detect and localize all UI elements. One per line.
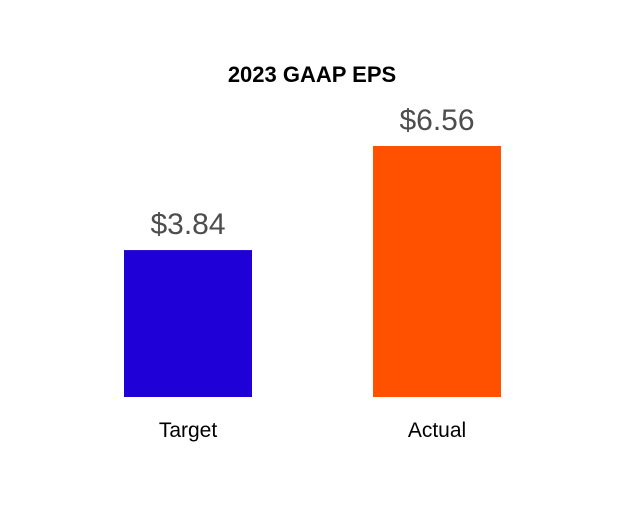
category-label-target: Target: [159, 419, 218, 442]
bar-target: [124, 250, 252, 397]
value-labels-group: $3.84 $6.56: [150, 104, 474, 241]
category-labels-group: Target Actual: [159, 419, 466, 442]
bars-group: [124, 146, 501, 397]
category-label-actual: Actual: [408, 419, 466, 442]
value-label-actual: $6.56: [399, 104, 474, 137]
bar-actual: [373, 146, 501, 397]
chart-title: 2023 GAAP EPS: [228, 62, 396, 87]
value-label-target: $3.84: [150, 208, 225, 241]
